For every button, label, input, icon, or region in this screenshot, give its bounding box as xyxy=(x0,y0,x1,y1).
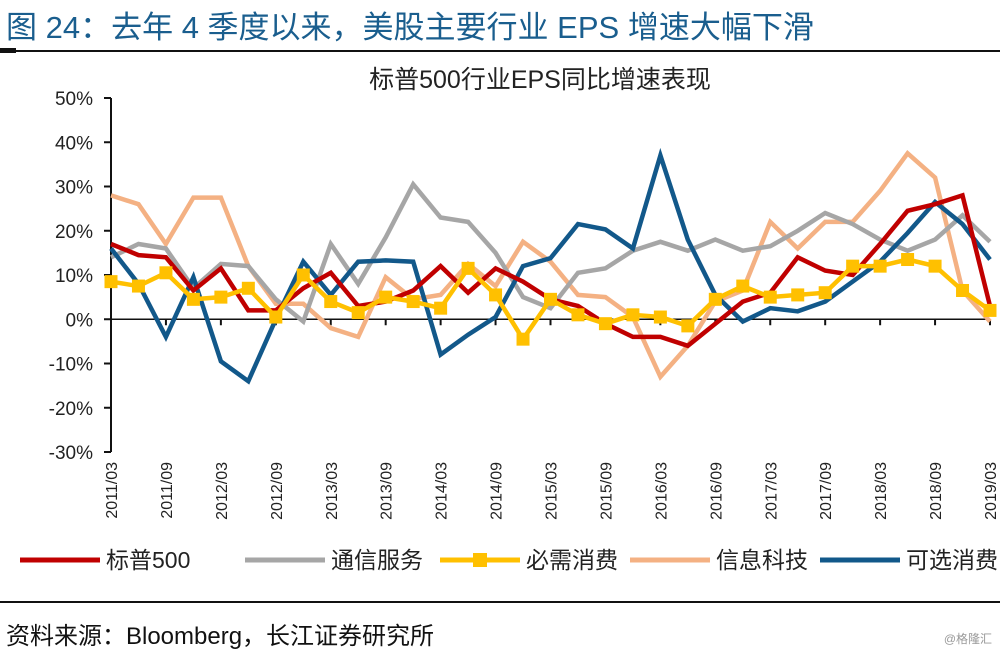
data-point-marker xyxy=(763,290,777,304)
x-tick-label: 2017/03 xyxy=(763,462,780,520)
data-point-marker xyxy=(269,310,283,324)
x-tick-label: 2012/09 xyxy=(269,462,286,520)
series-line xyxy=(110,180,992,326)
data-point-marker xyxy=(598,317,612,331)
data-point-marker xyxy=(489,288,503,302)
y-tick-label: 40% xyxy=(55,133,93,154)
x-tick-label: 2011/09 xyxy=(159,462,176,519)
legend-item: 必需消费 xyxy=(440,547,618,573)
series-line xyxy=(109,147,992,385)
source-note: 资料来源：Bloomberg，长江证券研究所 xyxy=(6,623,435,650)
y-tick-label: 50% xyxy=(55,89,93,110)
chart-title: 标普500行业EPS同比增速表现 xyxy=(369,66,711,94)
x-tick-label: 2013/03 xyxy=(324,462,341,520)
legend-item: 通信服务 xyxy=(245,547,423,573)
y-axis: -30% -20% -10% 0% 10% 20% 30% 40% 50% xyxy=(49,89,112,464)
bottom-rule xyxy=(0,601,1000,603)
y-tick-label: 30% xyxy=(55,178,93,199)
series-5 xyxy=(109,147,992,385)
legend-marker xyxy=(473,553,487,567)
x-tick-label: 2015/09 xyxy=(598,462,615,520)
x-tick-label: 2014/09 xyxy=(489,462,506,520)
y-tick-label: -30% xyxy=(49,443,93,464)
y-tick-label: -20% xyxy=(49,399,93,420)
legend-label: 可选消费 xyxy=(906,547,998,573)
watermark: @格隆汇 xyxy=(943,632,992,646)
data-point-marker xyxy=(956,283,970,297)
x-tick-label: 2016/03 xyxy=(653,462,670,520)
data-point-marker xyxy=(434,301,448,315)
data-point-marker xyxy=(186,292,200,306)
x-tick-label: 2019/03 xyxy=(983,462,1000,520)
data-point-marker xyxy=(324,295,338,309)
data-point-marker xyxy=(983,303,997,317)
legend-label: 通信服务 xyxy=(331,547,423,573)
data-point-marker xyxy=(351,306,365,320)
x-tick-label: 2011/03 xyxy=(104,462,121,519)
legend: 标普500 通信服务 必需消费 信息科技 可选消费 xyxy=(20,547,998,573)
data-point-marker xyxy=(653,310,667,324)
x-tick-label: 2017/09 xyxy=(818,462,835,520)
legend-label: 必需消费 xyxy=(526,547,618,573)
figure-title: 图 24：去年 4 季度以来，美股主要行业 EPS 增速大幅下滑 xyxy=(6,10,814,45)
legend-label: 信息科技 xyxy=(716,547,808,573)
data-point-marker xyxy=(516,332,530,346)
series-layer xyxy=(104,147,997,385)
x-tick-label: 2012/03 xyxy=(214,462,231,520)
data-point-marker xyxy=(159,266,173,280)
y-tick-label: 10% xyxy=(55,266,93,287)
x-tick-label: 2015/03 xyxy=(544,462,561,520)
legend-label: 标普500 xyxy=(106,547,190,573)
data-point-marker xyxy=(406,295,420,309)
data-point-marker xyxy=(873,259,887,273)
y-tick-label: -10% xyxy=(49,355,93,376)
top-rule xyxy=(0,50,1000,52)
legend-item: 标普500 xyxy=(20,547,190,573)
data-point-marker xyxy=(681,319,695,333)
data-point-marker xyxy=(928,259,942,273)
x-axis: 2011/03 2011/09 2012/03 2012/09 2013/03 2013/… xyxy=(104,318,1000,520)
data-point-marker xyxy=(626,308,640,322)
x-tick-label: 2014/03 xyxy=(434,462,451,520)
data-point-marker xyxy=(214,290,228,304)
series-2 xyxy=(110,180,992,326)
data-point-marker xyxy=(846,259,860,273)
data-point-marker xyxy=(708,292,722,306)
x-tick-label: 2018/09 xyxy=(928,462,945,520)
series-3 xyxy=(104,253,997,346)
y-tick-label: 20% xyxy=(55,222,93,243)
legend-item: 信息科技 xyxy=(630,547,808,573)
data-point-marker xyxy=(544,292,557,306)
data-point-marker xyxy=(131,279,145,293)
data-point-marker xyxy=(571,308,585,322)
data-point-marker xyxy=(296,268,310,282)
x-tick-label: 2016/09 xyxy=(708,462,725,520)
x-tick-label: 2018/03 xyxy=(873,462,890,520)
data-point-marker xyxy=(791,288,805,302)
data-point-marker xyxy=(901,253,915,267)
y-tick-label: 0% xyxy=(66,310,94,331)
data-point-marker xyxy=(379,290,393,304)
data-point-marker xyxy=(461,261,475,275)
data-point-marker xyxy=(104,275,118,289)
data-point-marker xyxy=(818,286,832,300)
data-point-marker xyxy=(736,279,750,293)
legend-item: 可选消费 xyxy=(820,547,998,573)
x-tick-label: 2013/09 xyxy=(379,462,396,520)
line-chart: 标普500行业EPS同比增速表现 -30% -20% -10% 0% 10% 20% 30%… xyxy=(20,66,1000,573)
data-point-marker xyxy=(241,281,255,295)
